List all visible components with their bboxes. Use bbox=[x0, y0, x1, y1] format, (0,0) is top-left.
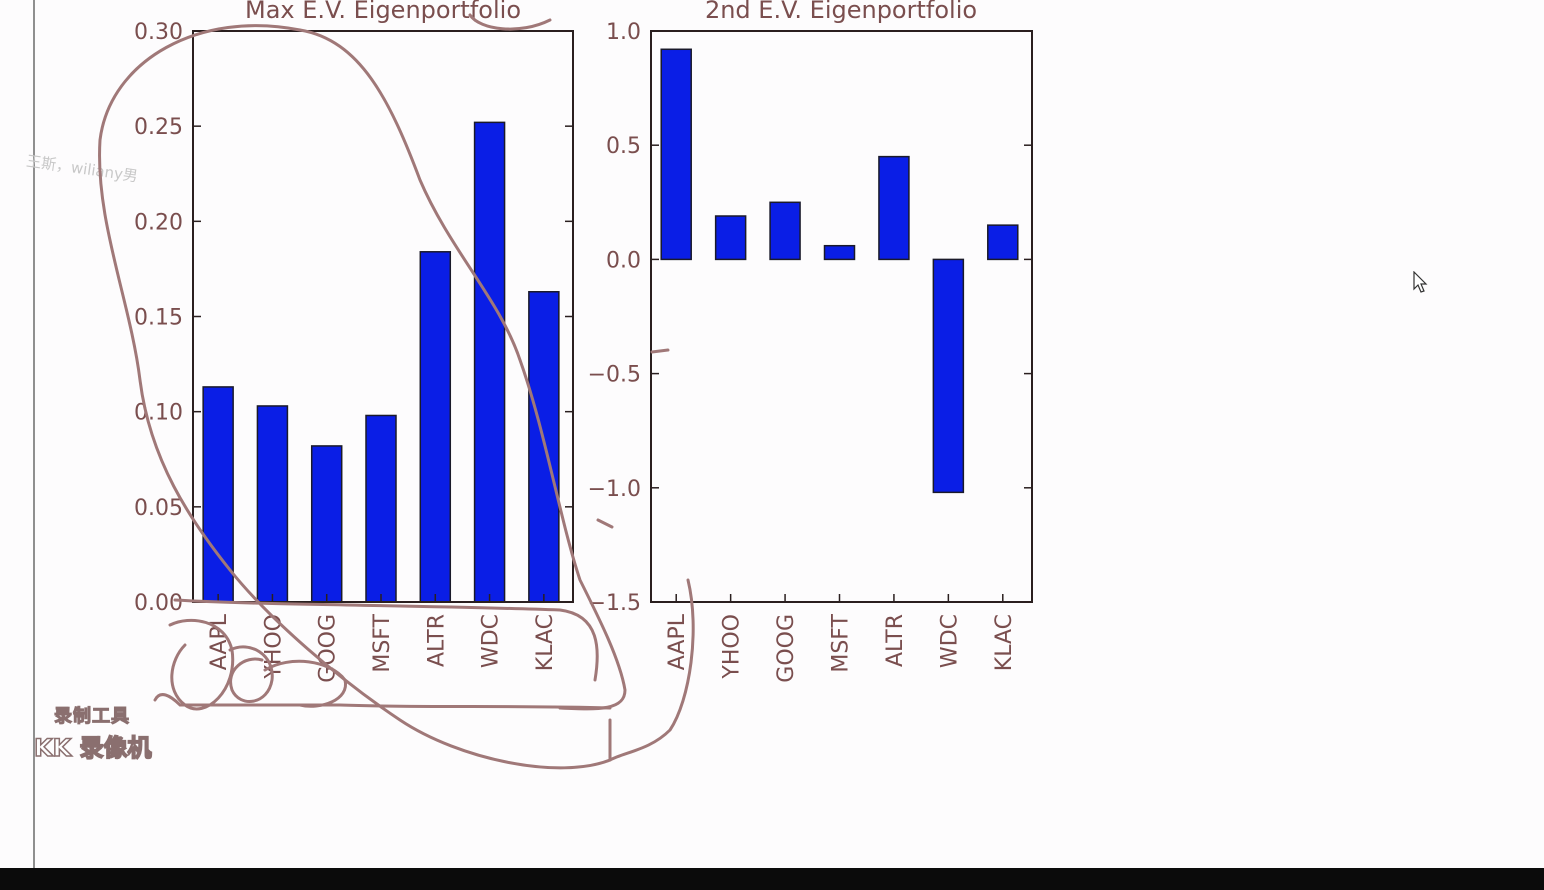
x-tick-label-aapl: AAPL bbox=[665, 613, 690, 670]
pen-annotation bbox=[98, 13, 695, 770]
bar-wdc bbox=[473, 121, 506, 603]
second-ev-chart: 2nd E.V. Eigenportfolio 1.0 0.5 0.0 −0.5 −1.… bbox=[588, 0, 1033, 683]
bar-yhoo bbox=[714, 215, 747, 261]
mouse-pointer-icon bbox=[1413, 271, 1428, 293]
x-tick-label-msft: MSFT bbox=[370, 613, 395, 672]
y-tick-label: 0.10 bbox=[134, 401, 183, 426]
y-tick-label: −0.5 bbox=[588, 363, 641, 388]
bar-wdc bbox=[932, 258, 965, 494]
max-ev-chart: Max E.V. Eigenportfolio 0.00 0.05 0.10 0.15… bbox=[134, 0, 574, 683]
bar-goog bbox=[310, 445, 343, 603]
x-tick-label-wdc: WDC bbox=[479, 614, 504, 668]
bar-altr bbox=[419, 251, 452, 603]
chart-title: 2nd E.V. Eigenportfolio bbox=[705, 0, 977, 24]
y-tick-label: 0.05 bbox=[134, 496, 183, 521]
y-tick-label: 0.0 bbox=[606, 248, 641, 273]
y-tick-label: 0.15 bbox=[134, 306, 183, 331]
bar-msft bbox=[365, 414, 397, 603]
chart-figure: Max E.V. Eigenportfolio 0.00 0.05 0.10 0.15… bbox=[98, 0, 1033, 770]
y-tick-label: 1.0 bbox=[606, 20, 641, 45]
y-tick-label: 0.5 bbox=[606, 134, 641, 159]
bar-aapl bbox=[660, 48, 692, 261]
bar-goog bbox=[769, 201, 801, 261]
x-tick-label-klac: KLAC bbox=[992, 614, 1017, 671]
chart-title: Max E.V. Eigenportfolio bbox=[245, 0, 521, 24]
x-tick-label-msft: MSFT bbox=[829, 613, 854, 672]
y-tick-label: 0.30 bbox=[134, 20, 183, 45]
x-tick-label-wdc: WDC bbox=[937, 614, 962, 668]
y-tick-label: 0.20 bbox=[134, 210, 183, 235]
y-tick-label: 0.00 bbox=[134, 591, 183, 616]
plot-frame bbox=[650, 30, 1033, 603]
window-border bbox=[33, 0, 35, 868]
x-tick-label-altr: ALTR bbox=[424, 614, 449, 667]
bar-msft bbox=[823, 244, 856, 261]
bar-yhoo bbox=[256, 405, 289, 603]
x-tick-label-altr: ALTR bbox=[883, 614, 908, 667]
y-tick-label: −1.0 bbox=[588, 477, 641, 502]
watermark-logo: KK 录像机 bbox=[33, 733, 152, 763]
x-tick-label-goog: GOOG bbox=[774, 614, 799, 683]
y-tick-label: 0.25 bbox=[134, 115, 183, 140]
bottom-bar bbox=[0, 868, 1544, 890]
x-tick-label-klac: KLAC bbox=[533, 614, 558, 671]
bar-altr bbox=[878, 155, 910, 261]
watermark-label: 录制工具 bbox=[54, 706, 130, 728]
x-tick-label-yhoo: YHOO bbox=[720, 614, 745, 680]
bar-klac bbox=[987, 224, 1019, 261]
